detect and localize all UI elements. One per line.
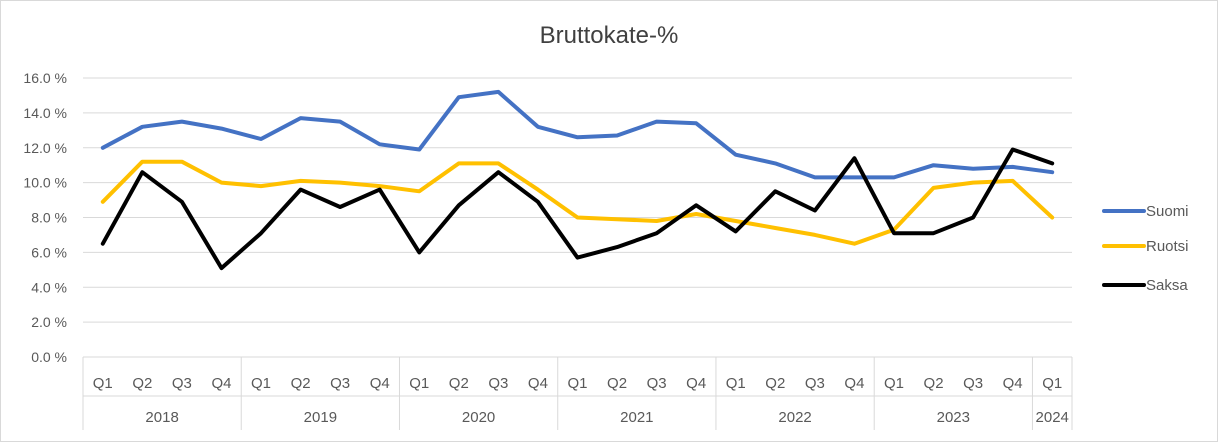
x-tick-label: Q1: [884, 375, 904, 392]
x-tick-label: Q1: [93, 375, 113, 392]
series-line-saksa: [100, 147, 1055, 271]
group-label: 2021: [620, 409, 653, 426]
legend-label: Ruotsi: [1146, 238, 1189, 255]
x-tick-label: Q1: [726, 375, 746, 392]
x-tick-label: Q4: [370, 375, 390, 392]
x-tick-label: Q2: [291, 375, 311, 392]
y-tick-label: 10.0 %: [23, 175, 67, 191]
y-tick-label: 12.0 %: [23, 140, 67, 156]
group-label: 2023: [937, 409, 970, 426]
group-label: 2022: [778, 409, 811, 426]
x-tick-label: Q2: [449, 375, 469, 392]
group-label: 2018: [145, 409, 178, 426]
x-tick-label: Q2: [607, 375, 627, 392]
group-label: 2024: [1036, 409, 1069, 426]
x-tick-label: Q3: [805, 375, 825, 392]
x-tick-label: Q4: [1003, 375, 1023, 392]
group-label: 2020: [462, 409, 495, 426]
x-tick-label: Q1: [409, 375, 429, 392]
chart-title: Bruttokate-%: [539, 22, 679, 49]
x-tick-label: Q1: [567, 375, 587, 392]
series-line-suomi: [100, 89, 1055, 180]
group-label: 2019: [304, 409, 337, 426]
legend-label: Suomi: [1146, 203, 1189, 220]
x-tick-label: Q4: [528, 375, 548, 392]
x-tick-label: Q2: [132, 375, 152, 392]
y-tick-label: 6.0 %: [31, 244, 67, 260]
x-tick-label: Q3: [963, 375, 983, 392]
y-tick-label: 16.0 %: [23, 70, 67, 86]
x-tick-label: Q4: [686, 375, 706, 392]
y-tick-label: 0.0 %: [31, 349, 67, 365]
y-tick-label: 4.0 %: [31, 279, 67, 295]
x-tick-label: Q3: [330, 375, 350, 392]
y-tick-label: 14.0 %: [23, 105, 67, 121]
x-tick-label: Q2: [765, 375, 785, 392]
x-tick-label: Q3: [647, 375, 667, 392]
x-tick-label: Q4: [211, 375, 231, 392]
x-tick-label: Q2: [924, 375, 944, 392]
x-tick-label: Q4: [844, 375, 864, 392]
x-tick-label: Q3: [488, 375, 508, 392]
x-tick-label: Q1: [251, 375, 271, 392]
x-tick-label: Q3: [172, 375, 192, 392]
y-tick-label: 8.0 %: [31, 210, 67, 226]
y-tick-label: 2.0 %: [31, 314, 67, 330]
x-tick-label: Q1: [1042, 375, 1062, 392]
legend-label: Saksa: [1146, 277, 1188, 294]
